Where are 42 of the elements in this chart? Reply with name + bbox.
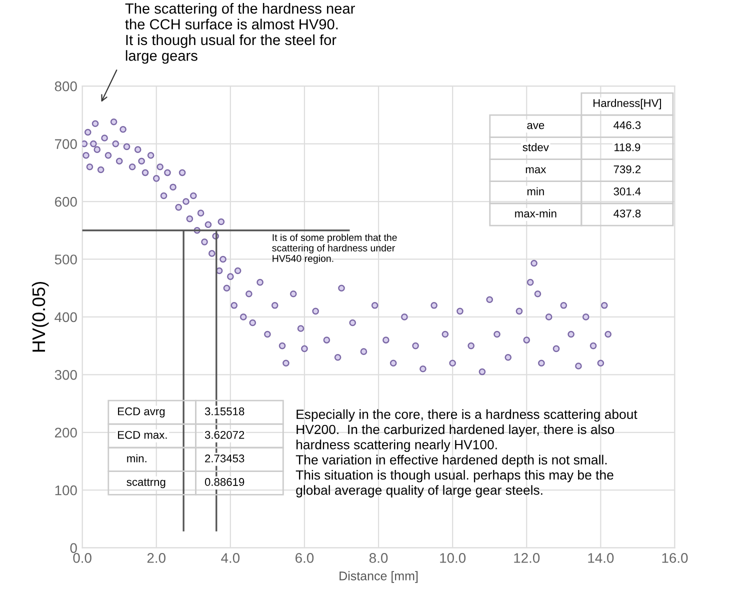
annotation: 118.9 — [614, 143, 640, 152]
annotation: 3.15518 — [204, 407, 244, 416]
annotation: max — [526, 167, 546, 174]
annotation: ECD max. — [118, 430, 167, 439]
annotation: 301.4 — [614, 188, 641, 196]
y-tick-label: 700 — [55, 139, 77, 149]
annotation: min. — [127, 454, 146, 462]
annotation: stdev — [522, 143, 549, 152]
annotation: Hardness[HV] — [594, 98, 661, 110]
annotation: 2.73453 — [205, 454, 244, 462]
annotation: 446.3 — [614, 121, 641, 130]
annotation: min — [527, 187, 544, 196]
x-tick-label: 0.0 — [73, 553, 92, 563]
x-tick-label: 6.0 — [296, 553, 314, 563]
y-tick-label: 400 — [54, 312, 77, 322]
y-tick-label: 100 — [55, 485, 77, 496]
x-axis-title: Distance [mm] — [340, 571, 418, 583]
x-tick-label: 2.0 — [147, 553, 166, 563]
x-tick-label: 16.0 — [662, 553, 688, 563]
x-tick-label: 8.0 — [369, 553, 388, 563]
annotation: 3.62072 — [204, 430, 244, 439]
y-axis-title: HV(0.05) — [32, 282, 49, 352]
text: The scattering of the hardness near the CCH surface is almost HV90. It is though usual for the steel for large gears — [125, 3, 355, 64]
annotation: scattrng — [126, 478, 166, 488]
annotation: 739.2 — [614, 165, 641, 174]
y-tick-label: 600 — [54, 196, 77, 207]
x-tick-label: 10.0 — [440, 553, 466, 563]
annotation: ave — [527, 123, 544, 130]
y-tick-label: 500 — [54, 254, 77, 264]
x-tick-label: 14.0 — [588, 553, 614, 563]
y-tick-label: 200 — [54, 428, 77, 438]
annotation: Especially in the core, there is a hardness scattering about HV200. In the carburized hardened layer, there is also hardness scattering nearly HV100. The variation in effective hardened depth is not small. This situation is though usual. perhaps this may be the global average quality of large gear steels. — [296, 409, 638, 498]
annotation: max-min — [515, 209, 556, 218]
annotation: It is of some problem that the scattering of hardness under HV540 region. — [272, 234, 397, 264]
annotation: 0.88619 — [204, 478, 244, 486]
x-tick-label: 4.0 — [221, 553, 240, 563]
y-tick-label: 800 — [54, 81, 77, 92]
y-tick-label: 300 — [54, 370, 77, 380]
annotation: 437.8 — [614, 210, 641, 218]
y-tick-label: 0 — [70, 543, 77, 553]
x-tick-label: 12.0 — [514, 553, 540, 563]
annotation: ECD avrg — [118, 407, 165, 418]
